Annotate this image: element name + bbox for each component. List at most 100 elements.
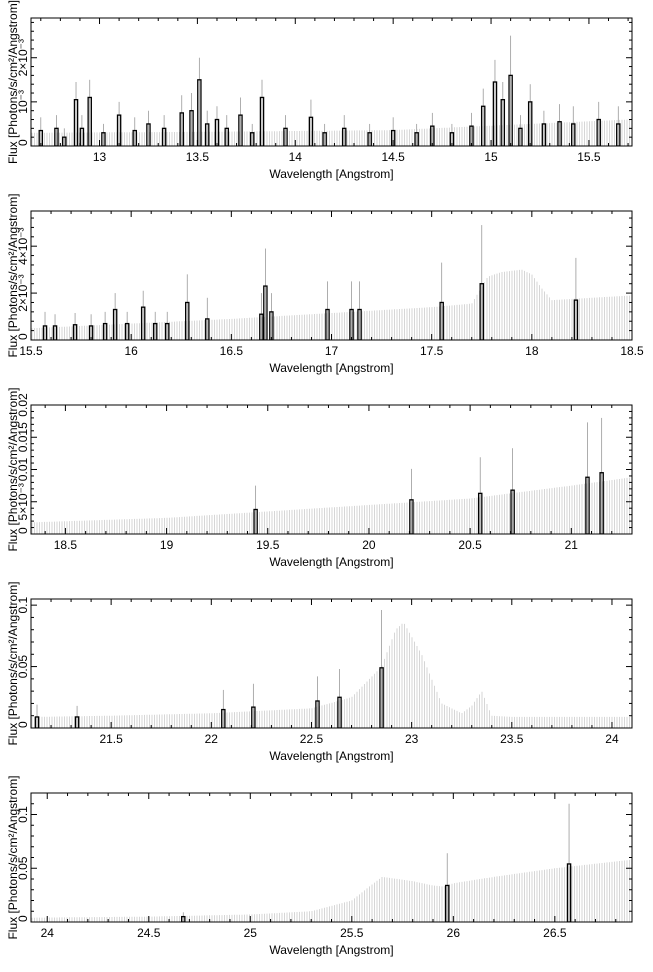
- panel-3: 18.5 19 19.5 20 20.5 21 0 5×10⁻³ 0.01 0.015 0.02 Wa…: [6, 387, 633, 569]
- plot-frame: [30, 17, 633, 147]
- data-bin: [249, 132, 255, 146]
- model-spectrum: [31, 859, 630, 922]
- x-tick-label: 18.5: [620, 344, 644, 358]
- data-bin: [492, 81, 498, 146]
- data-bin: [315, 700, 320, 728]
- data-bin: [349, 308, 354, 340]
- data-bin: [322, 132, 327, 146]
- y-tick-label: 0.015: [16, 422, 30, 452]
- data-bin: [42, 325, 48, 340]
- x-tick-label: 16.5: [220, 344, 244, 358]
- data-bin: [444, 884, 450, 922]
- y-tick-label: 0: [16, 333, 30, 340]
- model-spectrum: [31, 269, 630, 340]
- data-bin: [140, 306, 146, 340]
- y-tick-label: 0.01: [16, 457, 30, 481]
- data-bin: [38, 129, 44, 146]
- x-tick-label: 15.5: [19, 344, 43, 358]
- x-tick-label: 21: [565, 538, 579, 552]
- data-bin: [414, 132, 419, 146]
- data-bin: [34, 716, 40, 728]
- x-axis-label: Wavelength [Angstrom]: [269, 555, 393, 569]
- data-bin: [269, 311, 274, 340]
- y-axis-label: Flux [Photons/s/cm²/Angstrom]: [6, 581, 20, 745]
- y-tick-label: 2×10⁻³: [16, 39, 30, 76]
- x-tick-label: 13.5: [186, 150, 210, 164]
- data-bin: [409, 499, 414, 534]
- data-bin: [357, 308, 362, 340]
- data-bin: [527, 101, 533, 146]
- x-tick-label: 18: [525, 344, 539, 358]
- x-tick-label: 13: [93, 150, 107, 164]
- data-bin: [161, 127, 167, 146]
- data-bin: [152, 322, 158, 340]
- y-axis-label: Flux [Photons/s/cm²/Angstrom]: [6, 193, 20, 357]
- x-tick-label: 23: [405, 732, 419, 746]
- plot-area: [31, 610, 630, 728]
- data-bin: [73, 99, 79, 146]
- data-bin: [79, 127, 85, 146]
- x-tick-label: 16: [124, 344, 138, 358]
- data-bin: [224, 127, 230, 146]
- data-bin: [283, 127, 288, 146]
- x-tick-label: 24: [605, 732, 619, 746]
- data-bin: [480, 105, 486, 146]
- x-axis-label: Wavelength [Angstrom]: [269, 943, 393, 957]
- x-tick-label: 22.5: [300, 732, 324, 746]
- panel-4: 21.5 22 22.5 23 23.5 24 0 0.05 0.1 Wavelength [An…: [6, 581, 633, 763]
- x-tick-label: 20.5: [458, 538, 482, 552]
- y-tick-label: 2×10⁻³: [16, 274, 30, 311]
- data-bin: [197, 79, 202, 146]
- data-bin: [599, 472, 604, 534]
- data-bin: [52, 325, 58, 340]
- data-bin: [259, 313, 264, 340]
- y-tick-label: 5×10⁻³: [16, 483, 30, 520]
- data-bin: [449, 132, 455, 146]
- x-tick-label: 21.5: [99, 732, 123, 746]
- x-axis-label: Wavelength [Angstrom]: [269, 361, 393, 375]
- y-tick-label: 0.1: [16, 806, 30, 823]
- x-tick-label: 24: [41, 926, 55, 940]
- data-bin: [518, 127, 523, 146]
- x-tick-label: 15: [484, 150, 498, 164]
- data-bin: [469, 125, 474, 146]
- x-tick-label: 14.5: [381, 150, 405, 164]
- data-bin: [204, 123, 210, 146]
- data-bin: [571, 123, 576, 146]
- data-bin: [308, 116, 314, 146]
- x-tick-label: 19.5: [256, 538, 280, 552]
- x-axis-label: Wavelength [Angstrom]: [269, 167, 393, 181]
- data-bin: [341, 127, 347, 146]
- x-tick-label: 19: [160, 538, 174, 552]
- y-tick-label: 0: [16, 139, 30, 146]
- data-bin: [101, 132, 106, 146]
- data-bin: [54, 127, 59, 146]
- data-bin: [164, 322, 170, 340]
- y-axis-label: Flux [Photons/s/cm²/Angstrom]: [6, 775, 20, 939]
- y-tick-label: 0: [16, 527, 30, 534]
- data-bin: [72, 324, 78, 340]
- data-bin: [510, 489, 515, 534]
- plot-area: [31, 35, 630, 146]
- x-tick-label: 17: [325, 344, 339, 358]
- y-tick-label: 0: [16, 721, 30, 728]
- data-bin: [88, 325, 94, 340]
- y-tick-label: 0.1: [16, 596, 30, 613]
- y-tick-label: 0.05: [16, 856, 30, 880]
- data-bin: [508, 74, 513, 146]
- model-spectrum: [31, 119, 630, 146]
- plot-frame: [30, 598, 633, 729]
- data-bin: [181, 915, 186, 922]
- x-tick-label: 22: [205, 732, 219, 746]
- x-tick-label: 24.5: [137, 926, 161, 940]
- data-bin: [325, 308, 330, 340]
- plot-area: [31, 225, 630, 340]
- data-bin: [390, 129, 396, 146]
- data-bin: [214, 118, 220, 146]
- y-tick-label: 0.02: [16, 393, 30, 417]
- data-bin: [367, 132, 372, 146]
- data-bin: [566, 863, 572, 922]
- data-bin: [74, 716, 80, 728]
- data-bin: [616, 123, 621, 146]
